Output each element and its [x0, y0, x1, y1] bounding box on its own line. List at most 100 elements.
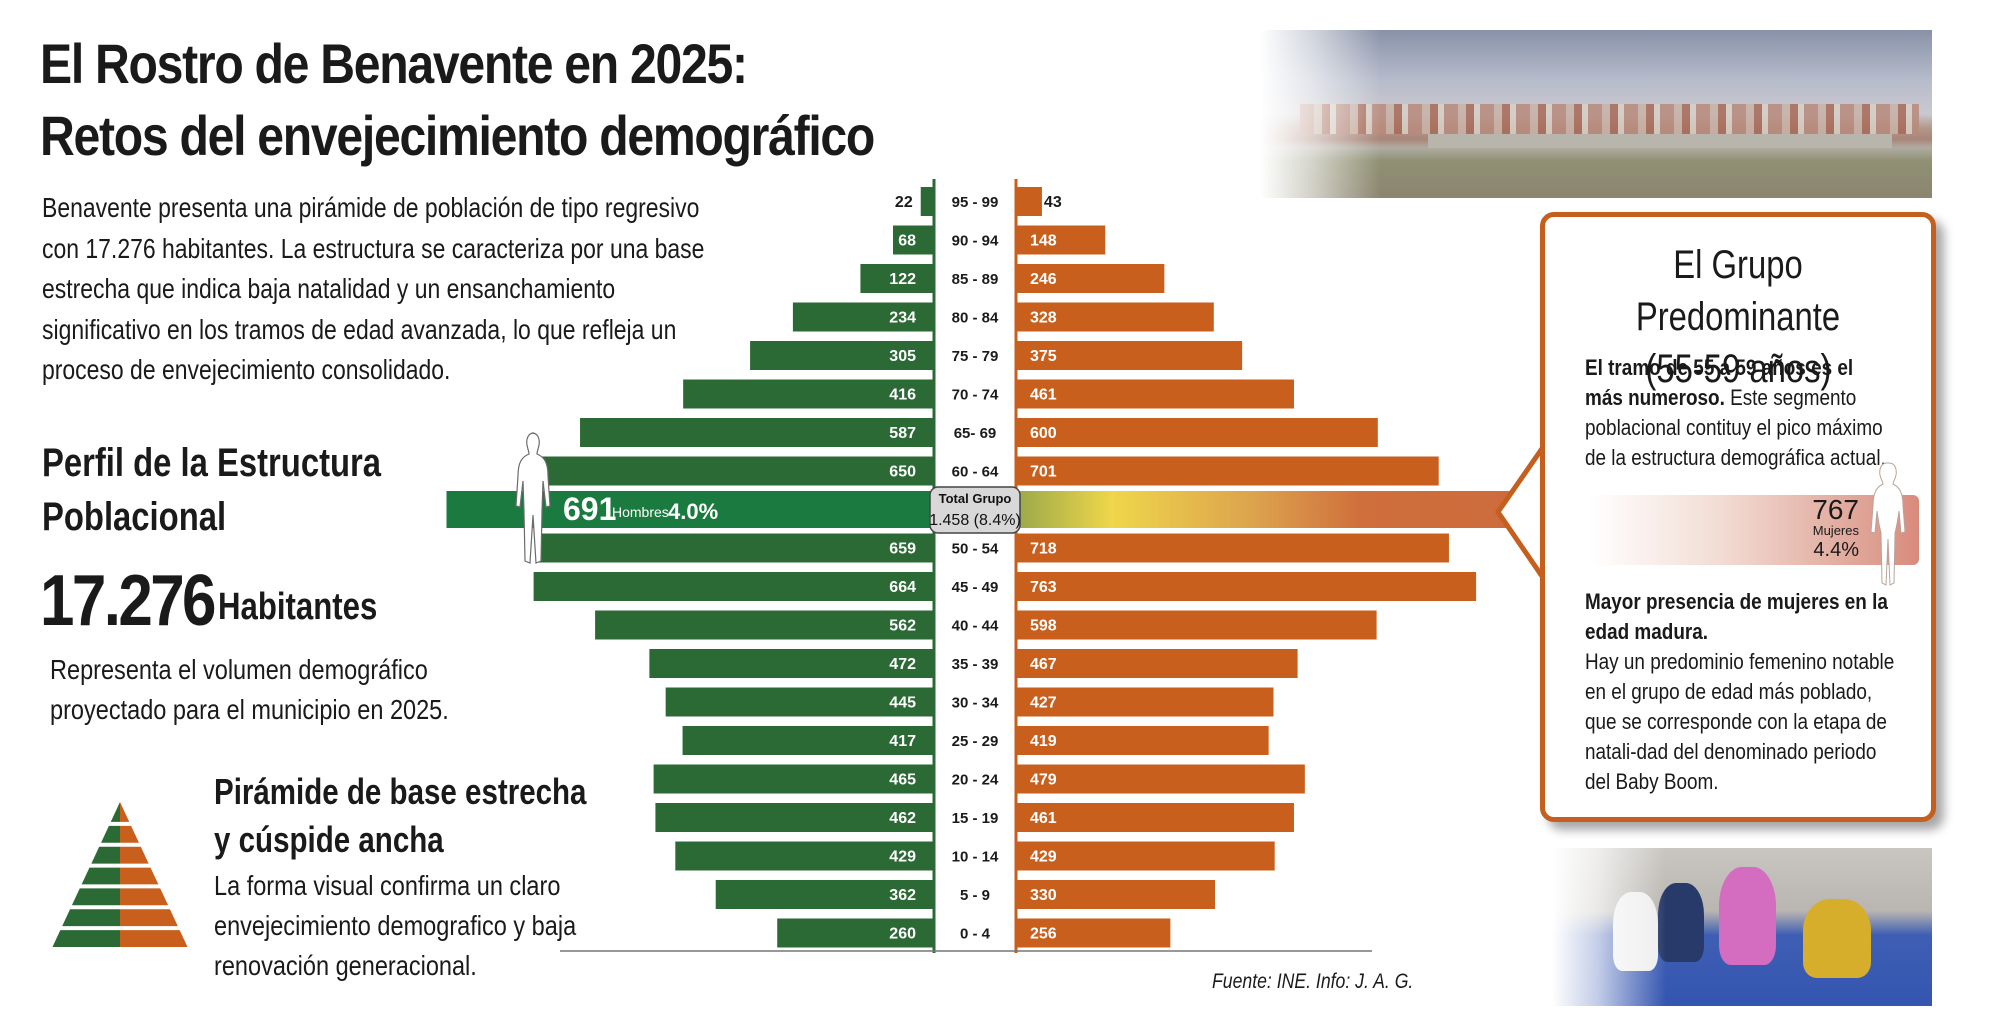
- label-men-5: 416: [889, 387, 916, 404]
- label-women-6: 600: [1030, 425, 1057, 442]
- label-men-4: 305: [889, 348, 916, 365]
- bar-women-1: [1016, 225, 1106, 255]
- age-label-10: 45 - 49: [952, 579, 999, 596]
- label-women-16: 461: [1030, 810, 1057, 827]
- age-label-6: 65- 69: [954, 425, 997, 442]
- bar-women-9: [1016, 533, 1449, 563]
- total-group-badge: [929, 486, 1021, 534]
- label-women-9: 718: [1030, 541, 1057, 558]
- label-women-2: 246: [1030, 271, 1057, 288]
- callout-p2-text: Hay un predominio femenino notable en el…: [1585, 649, 1895, 794]
- age-label-0: 95 - 99: [952, 194, 999, 211]
- total-group-value: 1.458 (8.4%): [929, 512, 1021, 529]
- label-women-19: 256: [1030, 926, 1057, 943]
- age-label-17: 10 - 14: [952, 849, 999, 866]
- bar-men-13: [665, 687, 934, 717]
- man-silhouette-icon: [515, 432, 551, 564]
- label-men-2: 122: [889, 271, 916, 288]
- bar-men-2: [860, 264, 934, 293]
- callout-paragraph-2: Mayor presencia de mujeres en la edad ma…: [1585, 587, 1895, 797]
- bar-women-11: [1016, 610, 1377, 640]
- bar-men-17: [675, 841, 934, 871]
- bar-men-7: [542, 456, 934, 486]
- mini-pyramid-left-1: [101, 825, 120, 843]
- label-men-12: 472: [889, 656, 916, 673]
- age-label-13: 30 - 34: [952, 695, 999, 712]
- bar-women-4: [1016, 341, 1243, 370]
- label-women-17: 429: [1030, 849, 1057, 866]
- highlight-men-percent: 4.0%: [668, 499, 718, 524]
- bar-women-3: [1016, 302, 1214, 332]
- mini-pyramid-left-5: [62, 909, 120, 927]
- bar-men-6: [580, 418, 934, 447]
- shape-heading-line-2: y cúspide ancha: [214, 819, 444, 860]
- bar-women-8: [1016, 491, 1548, 528]
- bar-men-15: [653, 764, 934, 794]
- label-women-5: 461: [1030, 387, 1057, 404]
- age-label-18: 5 - 9: [960, 887, 990, 904]
- profile-heading: Perfil de la Estructura Poblacional: [42, 436, 381, 544]
- label-men-17: 429: [889, 849, 916, 866]
- bar-women-2: [1016, 264, 1165, 293]
- age-label-1: 90 - 94: [952, 233, 999, 250]
- woman-silhouette-icon: [1870, 462, 1906, 586]
- callout-p2-bold: Mayor presencia de mujeres en la edad ma…: [1585, 589, 1888, 644]
- bar-men-11: [595, 610, 934, 640]
- bar-women-16: [1016, 803, 1294, 832]
- town-skyline-photo: [1260, 30, 1932, 198]
- label-women-0: 43: [1044, 194, 1062, 211]
- label-men-19: 260: [889, 926, 916, 943]
- age-label-2: 85 - 89: [952, 271, 999, 288]
- age-label-19: 0 - 4: [960, 926, 991, 943]
- highlight-men-value: 691: [563, 491, 616, 527]
- label-women-15: 479: [1030, 772, 1057, 789]
- highlight-men-label: Hombres: [612, 504, 669, 520]
- callout-p1-bold: El tramo de 55 a 59 años es el más numer…: [1585, 355, 1854, 410]
- callout-title-line-2: (55-59 años): [1645, 347, 1831, 391]
- callout-p1-text: Este segmento poblacional contituy el pi…: [1585, 385, 1886, 470]
- shape-heading: Pirámide de base estrecha y cúspide anch…: [214, 768, 586, 864]
- bar-women-10: [1016, 572, 1477, 601]
- age-label-16: 15 - 19: [952, 810, 999, 827]
- mini-pyramid-left-3: [81, 867, 120, 885]
- age-label-4: 75 - 79: [952, 348, 999, 365]
- label-women-18: 330: [1030, 887, 1057, 904]
- label-women-1: 148: [1030, 233, 1057, 250]
- mini-pyramid-left-2: [91, 846, 120, 864]
- mini-pyramid-left-0: [110, 802, 120, 822]
- bar-men-5: [683, 379, 934, 409]
- label-women-3: 328: [1030, 310, 1057, 327]
- source-credit: Fuente: INE. Info: J. A. G.: [1212, 970, 1414, 993]
- bar-men-3: [792, 302, 934, 332]
- label-women-7: 701: [1030, 464, 1057, 481]
- label-women-11: 598: [1030, 618, 1057, 635]
- age-label-15: 20 - 24: [952, 772, 999, 789]
- title-line-2: Retos del envejecimiento demográfico: [40, 104, 875, 167]
- label-men-0: 22: [895, 194, 913, 211]
- bar-men-18: [715, 880, 934, 909]
- mini-pyramid-right-3: [120, 867, 159, 885]
- label-men-16: 462: [889, 810, 916, 827]
- label-men-10: 664: [889, 579, 916, 596]
- mini-pyramid-left-4: [71, 888, 120, 906]
- label-men-7: 650: [889, 464, 916, 481]
- label-men-11: 562: [889, 618, 916, 635]
- total-population: 17.276: [40, 561, 216, 641]
- label-men-18: 362: [889, 887, 916, 904]
- women-highlight-bar: 767 Mujeres 4.4%: [1589, 462, 1919, 586]
- bar-women-0: [1016, 187, 1042, 216]
- children-playing-photo: [1552, 848, 1932, 1006]
- bar-men-1: [892, 225, 934, 255]
- callout-title: El Grupo Predominante (55-59 años): [1545, 239, 1931, 395]
- bar-men-10: [533, 572, 934, 601]
- bar-men-0: [920, 187, 934, 216]
- label-men-3: 234: [889, 310, 916, 327]
- total-population-label: Habitantes: [218, 586, 378, 628]
- age-label-3: 80 - 84: [952, 310, 999, 327]
- label-men-9: 659: [889, 541, 916, 558]
- mini-pyramid-right-5: [120, 909, 178, 927]
- label-women-10: 763: [1030, 579, 1057, 596]
- label-men-13: 445: [889, 695, 916, 712]
- mini-pyramid-right-1: [120, 825, 139, 843]
